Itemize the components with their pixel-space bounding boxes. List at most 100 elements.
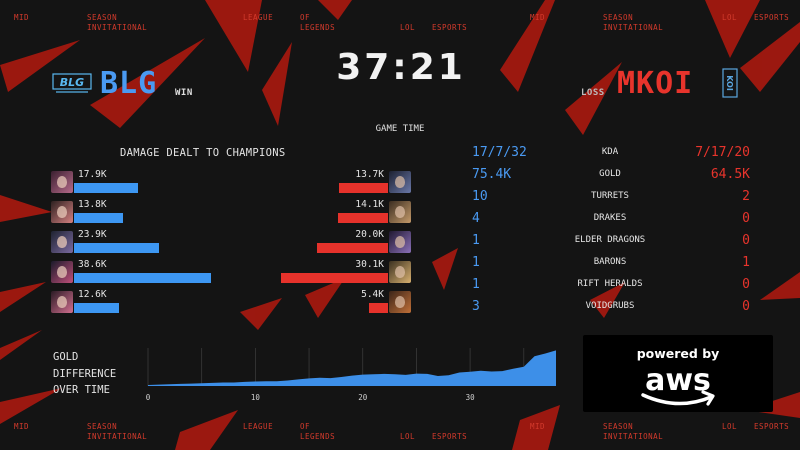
champion-face <box>395 296 405 308</box>
stat-red-value: 0 <box>742 299 750 314</box>
stat-row: 75.4K GOLD 64.5K <box>460 167 760 187</box>
bottom-ticker: MID SEASON INVITATIONAL LEAGUE OF LEGEND… <box>0 419 800 447</box>
stat-blue-value: 1 <box>472 233 480 248</box>
red-team-result: LOSS <box>581 88 605 98</box>
x-tick-label: 10 <box>251 393 261 402</box>
stat-red-value: 1 <box>742 255 750 270</box>
red-damage-label-5: 5.4K <box>361 289 384 300</box>
red-champion-4-icon <box>389 261 411 283</box>
aws-wordmark: aws <box>645 363 711 398</box>
stat-blue-value: 1 <box>472 255 480 270</box>
stat-label: VOIDGRUBS <box>585 301 635 311</box>
ticker-lol: LOL <box>400 23 416 32</box>
stat-row: 3 VOIDGRUBS 0 <box>460 299 760 319</box>
blue-champion-1-icon <box>51 171 73 193</box>
red-team-name: MKOI <box>617 66 694 101</box>
ticker-league: LEAGUE <box>243 422 274 431</box>
champion-face <box>395 266 405 278</box>
red-damage-bar-1 <box>339 183 388 193</box>
ticker-mid: MID <box>14 422 30 431</box>
ticker-invitational-2: INVITATIONAL <box>603 432 664 441</box>
ticker-season-2: SEASON <box>603 13 634 22</box>
stat-red-value: 2 <box>742 189 750 204</box>
champion-face <box>57 206 67 218</box>
ticker-season-2: SEASON <box>603 422 634 431</box>
gold-difference-chart: 0 10 20 30 <box>146 348 556 402</box>
champion-face <box>57 266 67 278</box>
stat-blue-value: 4 <box>472 211 480 226</box>
gold-difference-area <box>148 350 556 386</box>
stat-red-value: 0 <box>742 233 750 248</box>
blue-damage-bar-3 <box>74 243 160 253</box>
blue-damage-label-1: 17.9K <box>78 169 107 180</box>
ticker-esports-2: ESPORTS <box>754 13 790 22</box>
champion-face <box>395 236 405 248</box>
game-timer: 37:21 <box>336 47 466 88</box>
ticker-esports: ESPORTS <box>432 23 468 32</box>
ticker-mid: MID <box>14 13 30 22</box>
x-tick-label: 0 <box>146 393 151 402</box>
stat-label: ELDER DRAGONS <box>574 235 646 245</box>
red-damage-label-1: 13.7K <box>355 169 384 180</box>
gold-chart-title: GOLD DIFFERENCE OVER TIME <box>53 349 116 399</box>
stat-label: BARONS <box>593 257 627 267</box>
svg-text:BLG: BLG <box>60 76 84 89</box>
champion-face <box>395 206 405 218</box>
champion-face <box>57 236 67 248</box>
stat-row: 4 DRAKES 0 <box>460 211 760 231</box>
blue-champion-3-icon <box>51 231 73 253</box>
sponsor-panel: powered by aws <box>583 335 773 412</box>
ticker-of: OF <box>300 13 311 22</box>
red-damage-label-2: 14.1K <box>355 199 384 210</box>
red-damage-label-3: 20.0K <box>355 229 384 240</box>
gold-title-line-3: OVER TIME <box>53 384 110 396</box>
ticker-mid-2: MID <box>530 13 546 22</box>
stat-row: 1 ELDER DRAGONS 0 <box>460 233 760 253</box>
ticker-legends: LEGENDS <box>300 432 336 441</box>
ticker-of: OF <box>300 422 311 431</box>
stat-row: 1 BARONS 1 <box>460 255 760 275</box>
svg-text:KOI: KOI <box>725 75 734 91</box>
damage-title: DAMAGE DEALT TO CHAMPIONS <box>120 147 286 159</box>
stat-blue-value: 10 <box>472 189 488 204</box>
top-ticker: MID SEASON INVITATIONAL LEAGUE OF LEGEND… <box>0 8 800 36</box>
stat-row: 1 RIFT HERALDS 0 <box>460 277 760 297</box>
blue-champion-2-icon <box>51 201 73 223</box>
stat-red-value: 0 <box>742 211 750 226</box>
champion-face <box>395 176 405 188</box>
stat-blue-value: 1 <box>472 277 480 292</box>
ticker-season: SEASON <box>87 422 118 431</box>
stat-blue-value: 75.4K <box>472 167 512 182</box>
red-damage-bar-4 <box>280 273 388 283</box>
blue-champion-5-icon <box>51 291 73 313</box>
red-damage-bar-5 <box>368 303 388 313</box>
blue-damage-label-3: 23.9K <box>78 229 107 240</box>
mkoi-logo-icon: KOI <box>722 68 738 98</box>
ticker-esports-2: ESPORTS <box>754 422 790 431</box>
stat-blue-value: 3 <box>472 299 480 314</box>
blue-team-name: BLG <box>100 66 158 101</box>
red-damage-bar-3 <box>316 243 388 253</box>
red-damage-label-4: 30.1K <box>355 259 384 270</box>
stat-row: 17/7/32 KDA 7/17/20 <box>460 145 760 165</box>
gold-title-line-1: GOLD <box>53 351 79 363</box>
red-damage-bar-2 <box>337 213 388 223</box>
blue-damage-bar-1 <box>74 183 138 193</box>
blue-champion-4-icon <box>51 261 73 283</box>
stat-red-value: 64.5K <box>710 167 750 182</box>
ticker-invitational: INVITATIONAL <box>87 23 148 32</box>
champion-face <box>57 296 67 308</box>
ticker-invitational-2: INVITATIONAL <box>603 23 664 32</box>
gold-title-line-2: DIFFERENCE <box>53 367 117 380</box>
red-champion-3-icon <box>389 231 411 253</box>
powered-by-text: powered by <box>636 346 720 361</box>
stat-red-value: 0 <box>742 277 750 292</box>
stat-label: TURRETS <box>591 191 629 201</box>
ticker-invitational: INVITATIONAL <box>87 432 148 441</box>
blue-damage-label-2: 13.8K <box>78 199 107 210</box>
ticker-season: SEASON <box>87 13 118 22</box>
red-champion-1-icon <box>389 171 411 193</box>
stat-label: RIFT HERALDS <box>577 279 643 289</box>
stat-label: DRAKES <box>593 213 627 223</box>
